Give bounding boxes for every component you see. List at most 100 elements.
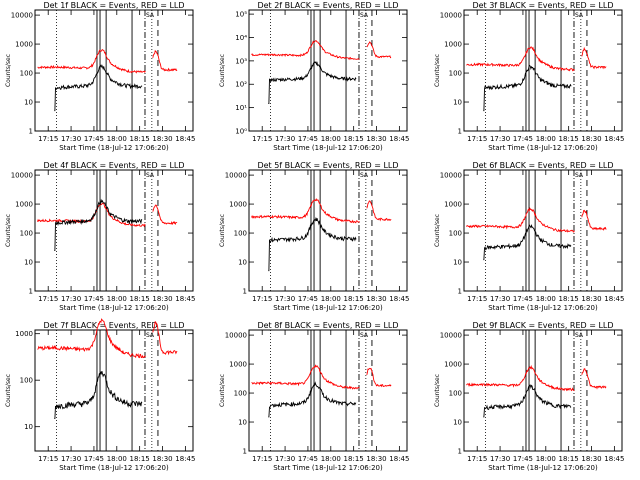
- sa-marker-label: SA: [360, 332, 369, 339]
- plot-frame: [248, 329, 408, 452]
- panel-title: Det 4f BLACK = Events, RED = LLD: [43, 161, 184, 170]
- x-axis-label: Start Time (18-Jul-12 17:06:20): [59, 304, 169, 312]
- x-tick-label: 18:00: [321, 135, 341, 143]
- plot-frame: [463, 9, 623, 132]
- x-tick-label: 18:15: [130, 295, 150, 303]
- y-tick-label: 10: [453, 259, 462, 267]
- detector-panel: Det 2f BLACK = Events, RED = LLD Counts/s…: [219, 1, 409, 152]
- detector-panel: Det 6f BLACK = Events, RED = LLD Counts/s…: [434, 161, 624, 312]
- y-tick-label: 1: [458, 288, 462, 296]
- lld-series-line: [466, 207, 607, 233]
- y-axis-label: Counts/sec: [5, 54, 12, 87]
- y-tick-label: 10000: [440, 332, 462, 340]
- y-tick-label: 1: [458, 128, 462, 136]
- x-tick-label: 18:45: [389, 135, 409, 143]
- events-series-line: [54, 370, 143, 419]
- y-tick-label: 1: [458, 448, 462, 456]
- plot-frame: [463, 169, 623, 292]
- y-tick-label: 10000: [225, 332, 247, 340]
- y-tick-label: 10³: [235, 57, 247, 65]
- y-tick-label: 10000: [11, 12, 33, 20]
- x-tick-label: 17:15: [252, 295, 272, 303]
- x-tick-label: 17:15: [252, 135, 272, 143]
- x-tick-label: 17:30: [490, 455, 510, 463]
- x-tick-label: 18:45: [389, 455, 409, 463]
- y-tick-label: 10⁰: [235, 128, 247, 136]
- sa-marker-label: SA: [146, 172, 155, 179]
- y-tick-label: 1000: [444, 41, 462, 49]
- x-tick-label: 17:30: [275, 455, 295, 463]
- x-tick-label: 17:15: [467, 295, 487, 303]
- y-tick-label: 100: [234, 230, 247, 238]
- x-tick-label: 18:00: [536, 295, 556, 303]
- x-tick-label: 18:30: [581, 295, 601, 303]
- x-tick-label: 18:15: [344, 135, 364, 143]
- panel-title: Det 8f BLACK = Events, RED = LLD: [257, 321, 398, 330]
- lld-series-line: [37, 318, 178, 359]
- x-tick-label: 18:30: [152, 135, 172, 143]
- y-tick-label: 100: [234, 390, 247, 398]
- y-tick-label: 10: [24, 99, 33, 107]
- plot-frame: [248, 169, 408, 292]
- y-tick-label: 1000: [229, 361, 247, 369]
- y-tick-label: 10000: [225, 172, 247, 180]
- y-axis-label: Counts/sec: [434, 214, 441, 247]
- x-tick-label: 18:00: [321, 455, 341, 463]
- y-tick-label: 10⁵: [235, 11, 247, 19]
- x-axis-label: Start Time (18-Jul-12 17:06:20): [488, 144, 598, 152]
- y-tick-label: 10⁴: [235, 34, 247, 42]
- x-tick-label: 17:45: [84, 455, 104, 463]
- panel-title: Det 3f BLACK = Events, RED = LLD: [472, 1, 613, 10]
- x-tick-label: 18:45: [604, 455, 624, 463]
- sa-marker-label: SA: [146, 332, 155, 339]
- y-tick-label: 10: [238, 419, 247, 427]
- y-tick-label: 10²: [235, 81, 247, 89]
- detector-panel: Det 9f BLACK = Events, RED = LLD Counts/s…: [434, 321, 624, 472]
- x-tick-label: 18:15: [344, 295, 364, 303]
- y-tick-label: 1000: [15, 330, 33, 338]
- lld-series-line: [251, 197, 392, 224]
- x-tick-label: 18:45: [604, 295, 624, 303]
- y-tick-label: 1: [243, 288, 247, 296]
- y-tick-label: 100: [20, 70, 33, 78]
- plot-frame: [463, 329, 623, 452]
- x-tick-label: 17:30: [275, 135, 295, 143]
- x-tick-label: 17:30: [61, 135, 81, 143]
- y-tick-label: 1000: [15, 41, 33, 49]
- y-tick-label: 1000: [444, 361, 462, 369]
- x-tick-label: 17:15: [467, 455, 487, 463]
- x-tick-label: 17:15: [467, 135, 487, 143]
- x-tick-label: 18:15: [130, 135, 150, 143]
- sa-marker-label: SA: [360, 12, 369, 19]
- sa-marker-label: SA: [146, 12, 155, 19]
- x-tick-label: 17:45: [513, 455, 533, 463]
- y-tick-label: 10000: [440, 172, 462, 180]
- x-tick-label: 18:15: [130, 455, 150, 463]
- plot-frame: [34, 169, 194, 292]
- x-tick-label: 18:00: [107, 295, 127, 303]
- sa-marker-label: SA: [575, 332, 584, 339]
- y-tick-label: 1: [29, 288, 33, 296]
- y-tick-label: 1000: [15, 201, 33, 209]
- x-tick-label: 17:15: [38, 135, 58, 143]
- panel-title: Det 7f BLACK = Events, RED = LLD: [43, 321, 184, 330]
- detector-panel: Det 8f BLACK = Events, RED = LLD Counts/s…: [219, 321, 409, 472]
- y-tick-label: 100: [449, 390, 462, 398]
- y-axis-label: Counts/sec: [219, 374, 226, 407]
- y-axis-label: Counts/sec: [434, 54, 441, 87]
- x-tick-label: 18:15: [559, 455, 579, 463]
- x-tick-label: 18:15: [344, 455, 364, 463]
- x-tick-label: 18:30: [581, 135, 601, 143]
- x-tick-label: 17:45: [513, 135, 533, 143]
- x-tick-label: 17:30: [490, 135, 510, 143]
- x-tick-label: 17:45: [84, 295, 104, 303]
- x-tick-label: 18:30: [366, 295, 386, 303]
- panel-title: Det 5f BLACK = Events, RED = LLD: [257, 161, 398, 170]
- detector-panel: Det 7f BLACK = Events, RED = LLD Counts/s…: [5, 318, 195, 472]
- x-axis-label: Start Time (18-Jul-12 17:06:20): [273, 464, 383, 472]
- x-tick-label: 17:15: [38, 455, 58, 463]
- x-tick-label: 17:45: [84, 135, 104, 143]
- events-series-line: [268, 60, 357, 104]
- y-axis-label: Counts/sec: [5, 374, 12, 407]
- x-axis-label: Start Time (18-Jul-12 17:06:20): [273, 144, 383, 152]
